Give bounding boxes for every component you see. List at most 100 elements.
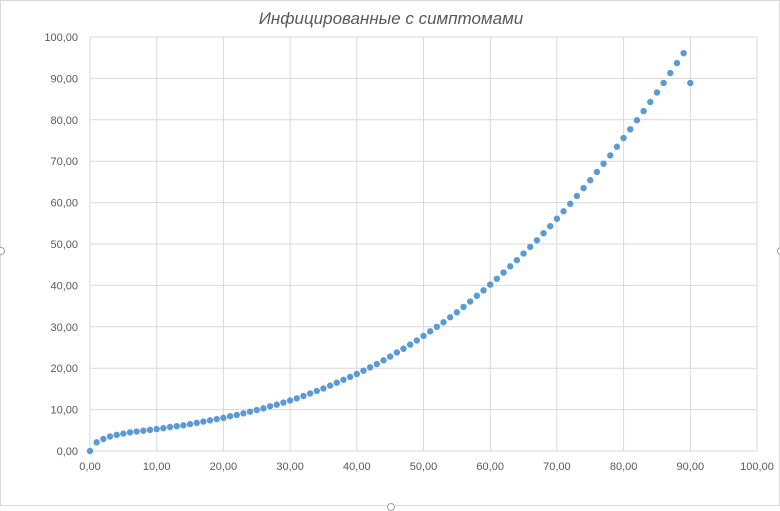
resize-handle-left[interactable]	[0, 247, 5, 255]
data-point	[366, 364, 374, 371]
data-point	[166, 423, 174, 431]
data-point	[480, 287, 487, 294]
data-point	[593, 168, 601, 176]
y-tick-label: 20,00	[50, 363, 78, 375]
data-point	[620, 134, 627, 142]
x-tick-label: 30,00	[276, 461, 304, 473]
data-point	[540, 230, 547, 237]
data-point	[226, 413, 234, 420]
data-point	[426, 328, 434, 335]
data-point	[100, 435, 107, 443]
data-point	[313, 387, 320, 395]
data-point	[613, 143, 621, 150]
data-point	[640, 107, 647, 115]
data-point	[240, 410, 247, 417]
x-tick-label: 10,00	[143, 461, 171, 473]
data-point	[627, 126, 634, 133]
data-point	[406, 341, 414, 348]
data-point	[373, 360, 381, 368]
data-point	[280, 399, 287, 406]
data-point	[420, 332, 427, 340]
chart-title: Инфицированные с симптомами	[258, 9, 524, 28]
x-tick-label: 70,00	[543, 461, 571, 473]
y-tick-label: 70,00	[50, 156, 78, 168]
data-point	[680, 49, 687, 57]
data-point	[413, 337, 421, 344]
data-point	[440, 319, 447, 326]
data-point	[253, 406, 260, 414]
data-point	[306, 390, 314, 397]
data-point	[86, 447, 94, 455]
data-point	[567, 200, 574, 208]
data-point	[120, 430, 127, 437]
data-point	[560, 208, 567, 215]
data-point	[393, 349, 401, 356]
y-tick-label: 100,00	[44, 32, 78, 44]
data-point	[673, 59, 681, 67]
x-tick-label: 100,00	[740, 461, 774, 473]
data-point	[533, 237, 541, 244]
data-point	[153, 425, 160, 433]
data-point	[633, 117, 641, 124]
data-point	[553, 215, 561, 222]
data-point	[160, 425, 167, 432]
data-point	[266, 403, 274, 410]
data-point	[647, 98, 654, 106]
data-point	[446, 314, 454, 321]
data-point	[527, 243, 534, 251]
data-point	[126, 429, 134, 436]
data-point	[106, 433, 114, 440]
data-point	[220, 414, 227, 422]
resize-handle-right[interactable]	[777, 247, 780, 255]
data-point	[653, 89, 661, 96]
data-point	[213, 415, 220, 423]
x-tick-label: 40,00	[343, 461, 371, 473]
y-tick-label: 50,00	[50, 239, 78, 251]
data-point	[573, 192, 581, 200]
data-point	[133, 428, 140, 435]
resize-handle-bottom[interactable]	[387, 503, 395, 511]
data-point	[687, 79, 694, 87]
data-point	[320, 385, 327, 392]
data-point	[487, 281, 494, 288]
data-point	[353, 370, 360, 378]
y-tick-label: 40,00	[50, 280, 78, 292]
data-point	[193, 419, 200, 427]
data-point	[273, 401, 280, 408]
y-tick-label: 60,00	[50, 198, 78, 210]
y-tick-label: 10,00	[50, 405, 78, 417]
data-point	[200, 418, 207, 425]
data-point	[660, 79, 667, 87]
data-point	[580, 184, 587, 192]
data-point	[466, 298, 474, 305]
y-tick-label: 90,00	[50, 73, 78, 85]
y-tick-label: 30,00	[50, 322, 78, 334]
data-point	[293, 395, 300, 402]
data-point	[140, 427, 147, 434]
data-point	[326, 382, 334, 389]
data-point	[260, 405, 267, 412]
data-point	[346, 373, 354, 381]
data-point	[500, 269, 507, 276]
data-point	[460, 303, 467, 311]
data-point	[386, 353, 394, 360]
data-point	[246, 408, 254, 415]
data-point	[547, 222, 554, 230]
data-point	[473, 292, 481, 299]
x-tick-label: 50,00	[410, 461, 438, 473]
data-point	[600, 160, 607, 167]
data-point	[340, 376, 347, 383]
data-point	[513, 256, 521, 264]
data-point	[300, 392, 307, 400]
data-point	[113, 431, 120, 439]
data-point	[520, 250, 527, 257]
data-point	[146, 426, 154, 434]
y-tick-label: 80,00	[50, 115, 78, 127]
data-point	[607, 152, 614, 159]
data-point	[233, 411, 240, 419]
data-point	[380, 357, 387, 364]
data-point	[400, 345, 407, 352]
data-point	[453, 309, 461, 316]
